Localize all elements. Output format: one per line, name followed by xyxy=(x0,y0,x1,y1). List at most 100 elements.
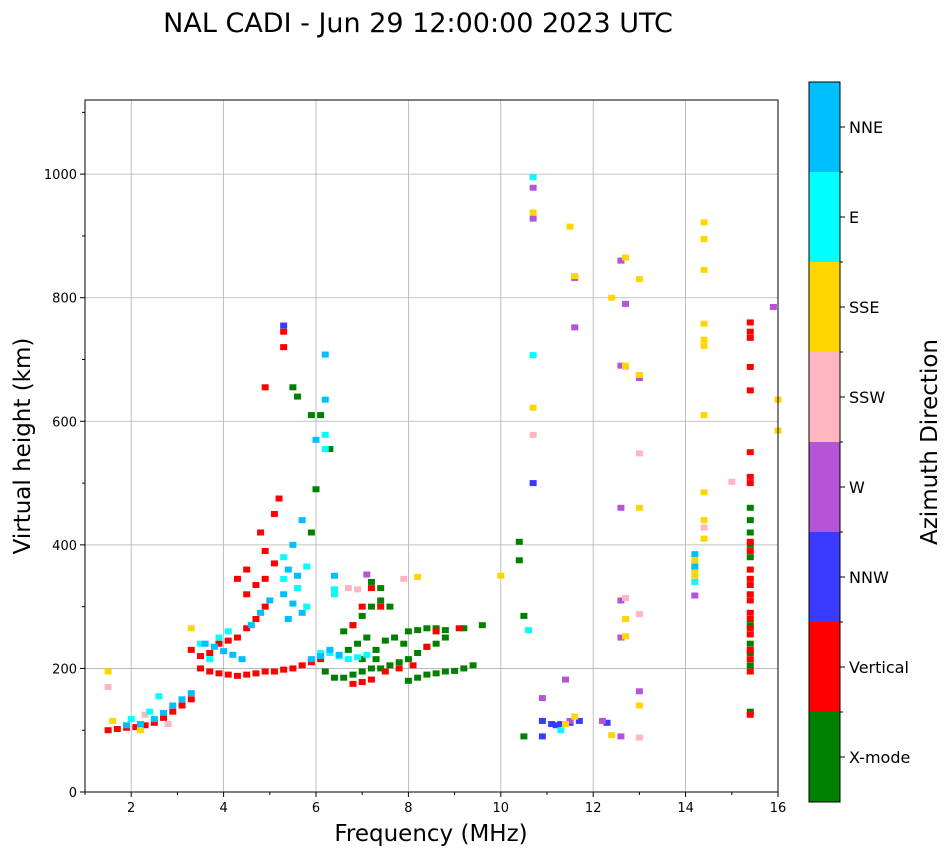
data-point xyxy=(358,679,366,686)
data-point xyxy=(104,668,112,675)
data-point xyxy=(243,625,251,632)
data-point xyxy=(280,344,288,351)
data-point xyxy=(423,643,431,650)
data-point xyxy=(520,733,528,740)
data-point xyxy=(354,654,362,661)
x-tick-label: 10 xyxy=(493,801,510,816)
data-point xyxy=(566,223,574,230)
data-point xyxy=(363,571,371,578)
data-point xyxy=(700,336,708,343)
data-point xyxy=(243,591,251,598)
data-point xyxy=(622,633,630,640)
data-point xyxy=(617,634,625,641)
x-tick-label: 6 xyxy=(312,801,320,816)
colorbar-tick-label: E xyxy=(849,208,859,227)
data-point xyxy=(515,557,523,564)
colorbar-segment xyxy=(809,172,840,262)
data-point xyxy=(335,651,343,658)
data-point xyxy=(358,656,366,663)
data-point xyxy=(635,450,643,457)
data-point xyxy=(363,651,371,658)
colorbar-segment xyxy=(809,532,840,622)
data-point xyxy=(603,719,611,726)
data-point xyxy=(261,603,269,610)
data-point xyxy=(317,412,325,419)
data-point xyxy=(197,665,204,672)
data-point xyxy=(160,709,168,716)
data-point xyxy=(691,578,699,585)
data-point xyxy=(746,622,754,629)
data-point xyxy=(746,387,754,394)
data-point xyxy=(441,634,449,641)
data-point xyxy=(538,695,546,702)
data-point xyxy=(321,396,329,403)
data-point xyxy=(746,609,754,616)
data-point xyxy=(525,627,533,634)
data-point xyxy=(321,446,329,453)
data-point xyxy=(635,504,643,511)
data-point xyxy=(700,320,708,327)
data-point xyxy=(635,371,643,378)
data-point xyxy=(432,670,440,677)
data-point xyxy=(104,683,112,690)
data-point xyxy=(469,662,477,669)
colorbar-tick-label: X-mode xyxy=(849,748,910,767)
data-point xyxy=(575,717,583,724)
colorbar-tick-label: SSW xyxy=(849,388,885,407)
data-point xyxy=(478,622,486,629)
data-point xyxy=(321,668,329,675)
data-point xyxy=(746,529,754,536)
data-point xyxy=(691,563,699,570)
data-point xyxy=(224,671,232,678)
colorbar-segment xyxy=(809,622,840,712)
colorbar-tick-label: Vertical xyxy=(849,658,909,677)
data-point xyxy=(635,688,643,695)
data-point xyxy=(367,676,375,683)
data-point xyxy=(261,384,269,391)
data-point xyxy=(451,667,459,674)
data-point xyxy=(367,578,375,585)
data-point xyxy=(358,668,366,675)
data-point xyxy=(746,649,754,656)
data-point xyxy=(455,625,463,632)
data-point xyxy=(307,659,315,666)
data-point xyxy=(330,674,338,681)
y-tick-label: 1000 xyxy=(44,168,77,183)
data-point xyxy=(340,628,348,635)
data-point xyxy=(700,517,708,524)
x-tick-label: 14 xyxy=(677,801,694,816)
y-axis: 0 200 400 600 800 1000 xyxy=(44,111,85,801)
data-point xyxy=(312,436,320,443)
data-point xyxy=(432,625,440,632)
data-point xyxy=(515,538,523,545)
data-point xyxy=(160,714,168,721)
data-point xyxy=(358,612,366,619)
colorbar-tick-label: NNW xyxy=(849,568,889,587)
data-point xyxy=(340,674,348,681)
x-tick-label: 8 xyxy=(404,801,412,816)
data-point xyxy=(377,597,385,604)
data-point xyxy=(529,184,537,191)
data-point xyxy=(289,541,297,548)
data-point xyxy=(150,719,158,726)
data-point xyxy=(395,665,403,672)
data-point xyxy=(113,725,121,732)
data-point xyxy=(307,529,315,536)
data-point xyxy=(432,640,440,647)
data-point xyxy=(233,634,241,641)
data-point xyxy=(538,733,546,740)
data-point xyxy=(691,566,699,573)
data-point xyxy=(206,668,214,675)
data-point xyxy=(257,609,265,616)
data-point xyxy=(617,362,625,369)
data-point xyxy=(381,637,389,644)
data-point xyxy=(746,616,754,622)
data-point xyxy=(229,651,237,658)
data-point xyxy=(746,363,754,370)
data-point xyxy=(561,676,569,683)
data-point xyxy=(746,449,754,456)
data-point xyxy=(460,625,468,632)
data-point xyxy=(169,702,177,709)
data-point xyxy=(141,722,149,729)
data-point xyxy=(330,586,338,593)
